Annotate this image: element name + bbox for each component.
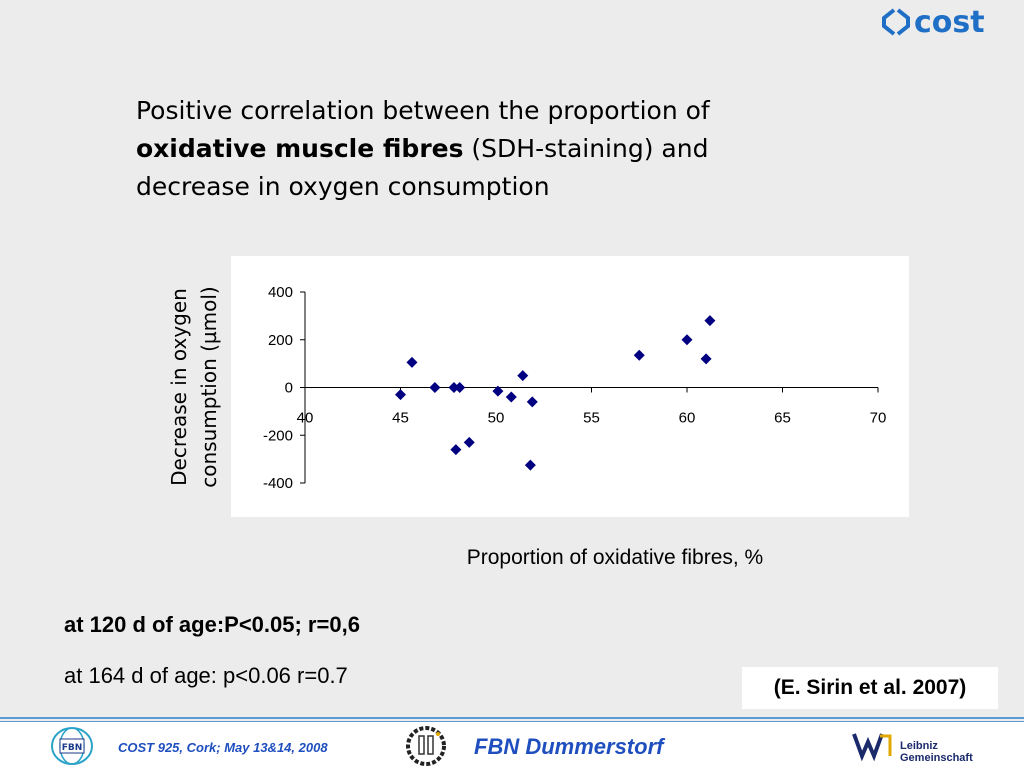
data-point [633, 349, 645, 361]
stat-note-120d: at 120 d of age:P<0.05; r=0,6 [64, 612, 360, 637]
title-bold: oxidative muscle fibres [136, 134, 464, 163]
data-point [395, 389, 406, 401]
scatter-chart: 400 200 0 -200 -400 40 45 50 55 60 65 70 [263, 284, 887, 492]
title-line2: (SDH-staining) and [463, 134, 709, 163]
fbn-logo-text: FBN [62, 743, 83, 753]
footer-institute: FBN Dummerstorf [474, 734, 664, 759]
y-tick-label: 400 [268, 284, 293, 301]
fbn-logo: FBN [51, 727, 93, 765]
data-point [448, 382, 460, 393]
x-tick-label: 70 [870, 410, 887, 427]
title-line1: Positive correlation between the proport… [136, 96, 710, 125]
x-tick-label: 65 [774, 410, 791, 427]
data-point [492, 385, 504, 397]
data-point [704, 315, 716, 327]
y-axis-title-line1: Decrease in oxygen [167, 288, 191, 486]
chain-ring-logo [406, 726, 446, 766]
y-tick-label: -200 [263, 427, 293, 444]
y-tick-label: 0 [285, 380, 293, 397]
data-point [524, 459, 536, 471]
data-point [517, 370, 529, 382]
citation: (E. Sirin et al. 2007) [742, 667, 998, 709]
data-point [454, 382, 466, 393]
leibniz-line2: Gemeinschaft [900, 752, 973, 764]
data-point [681, 334, 693, 346]
y-tick-label: 200 [268, 332, 293, 349]
leibniz-line1: Leibniz [900, 740, 938, 752]
leibniz-logo [852, 733, 892, 762]
x-tick-label: 60 [679, 410, 696, 427]
data-point [463, 436, 475, 448]
x-tick-label: 40 [297, 410, 314, 427]
title-line3: decrease in oxygen consumption [136, 172, 550, 201]
chart-panel: 400 200 0 -200 -400 40 45 50 55 60 65 70 [231, 256, 909, 517]
x-tick-label: 45 [392, 410, 409, 427]
leibniz-text: Leibniz Gemeinschaft [900, 740, 973, 764]
data-point [406, 356, 418, 368]
data-point [450, 444, 462, 456]
x-axis-title: Proportion of oxidative fibres, % [466, 546, 764, 569]
data-point [700, 353, 712, 365]
y-axis-title: Decrease in oxygen consumption (µmol) [156, 256, 236, 518]
cost-logo: cost [882, 5, 985, 40]
stat-note-164d: at 164 d of age: p<0.06 r=0.7 [64, 663, 348, 688]
cost-logo-text: cost [914, 5, 985, 40]
x-tick-label: 50 [488, 410, 505, 427]
footer-bar [0, 722, 1024, 768]
data-point [505, 391, 517, 403]
slide-title: Positive correlation between the proport… [136, 92, 896, 206]
data-point [429, 382, 441, 393]
y-tick-label: -400 [263, 475, 293, 492]
footer-meeting-info: COST 925, Cork; May 13&14, 2008 [118, 740, 328, 755]
x-tick-label: 55 [583, 410, 600, 427]
y-axis-title-line2: consumption (µmol) [197, 286, 221, 487]
data-point [526, 396, 538, 408]
footer-divider-thin [0, 721, 1024, 722]
footer-divider [0, 717, 1024, 719]
